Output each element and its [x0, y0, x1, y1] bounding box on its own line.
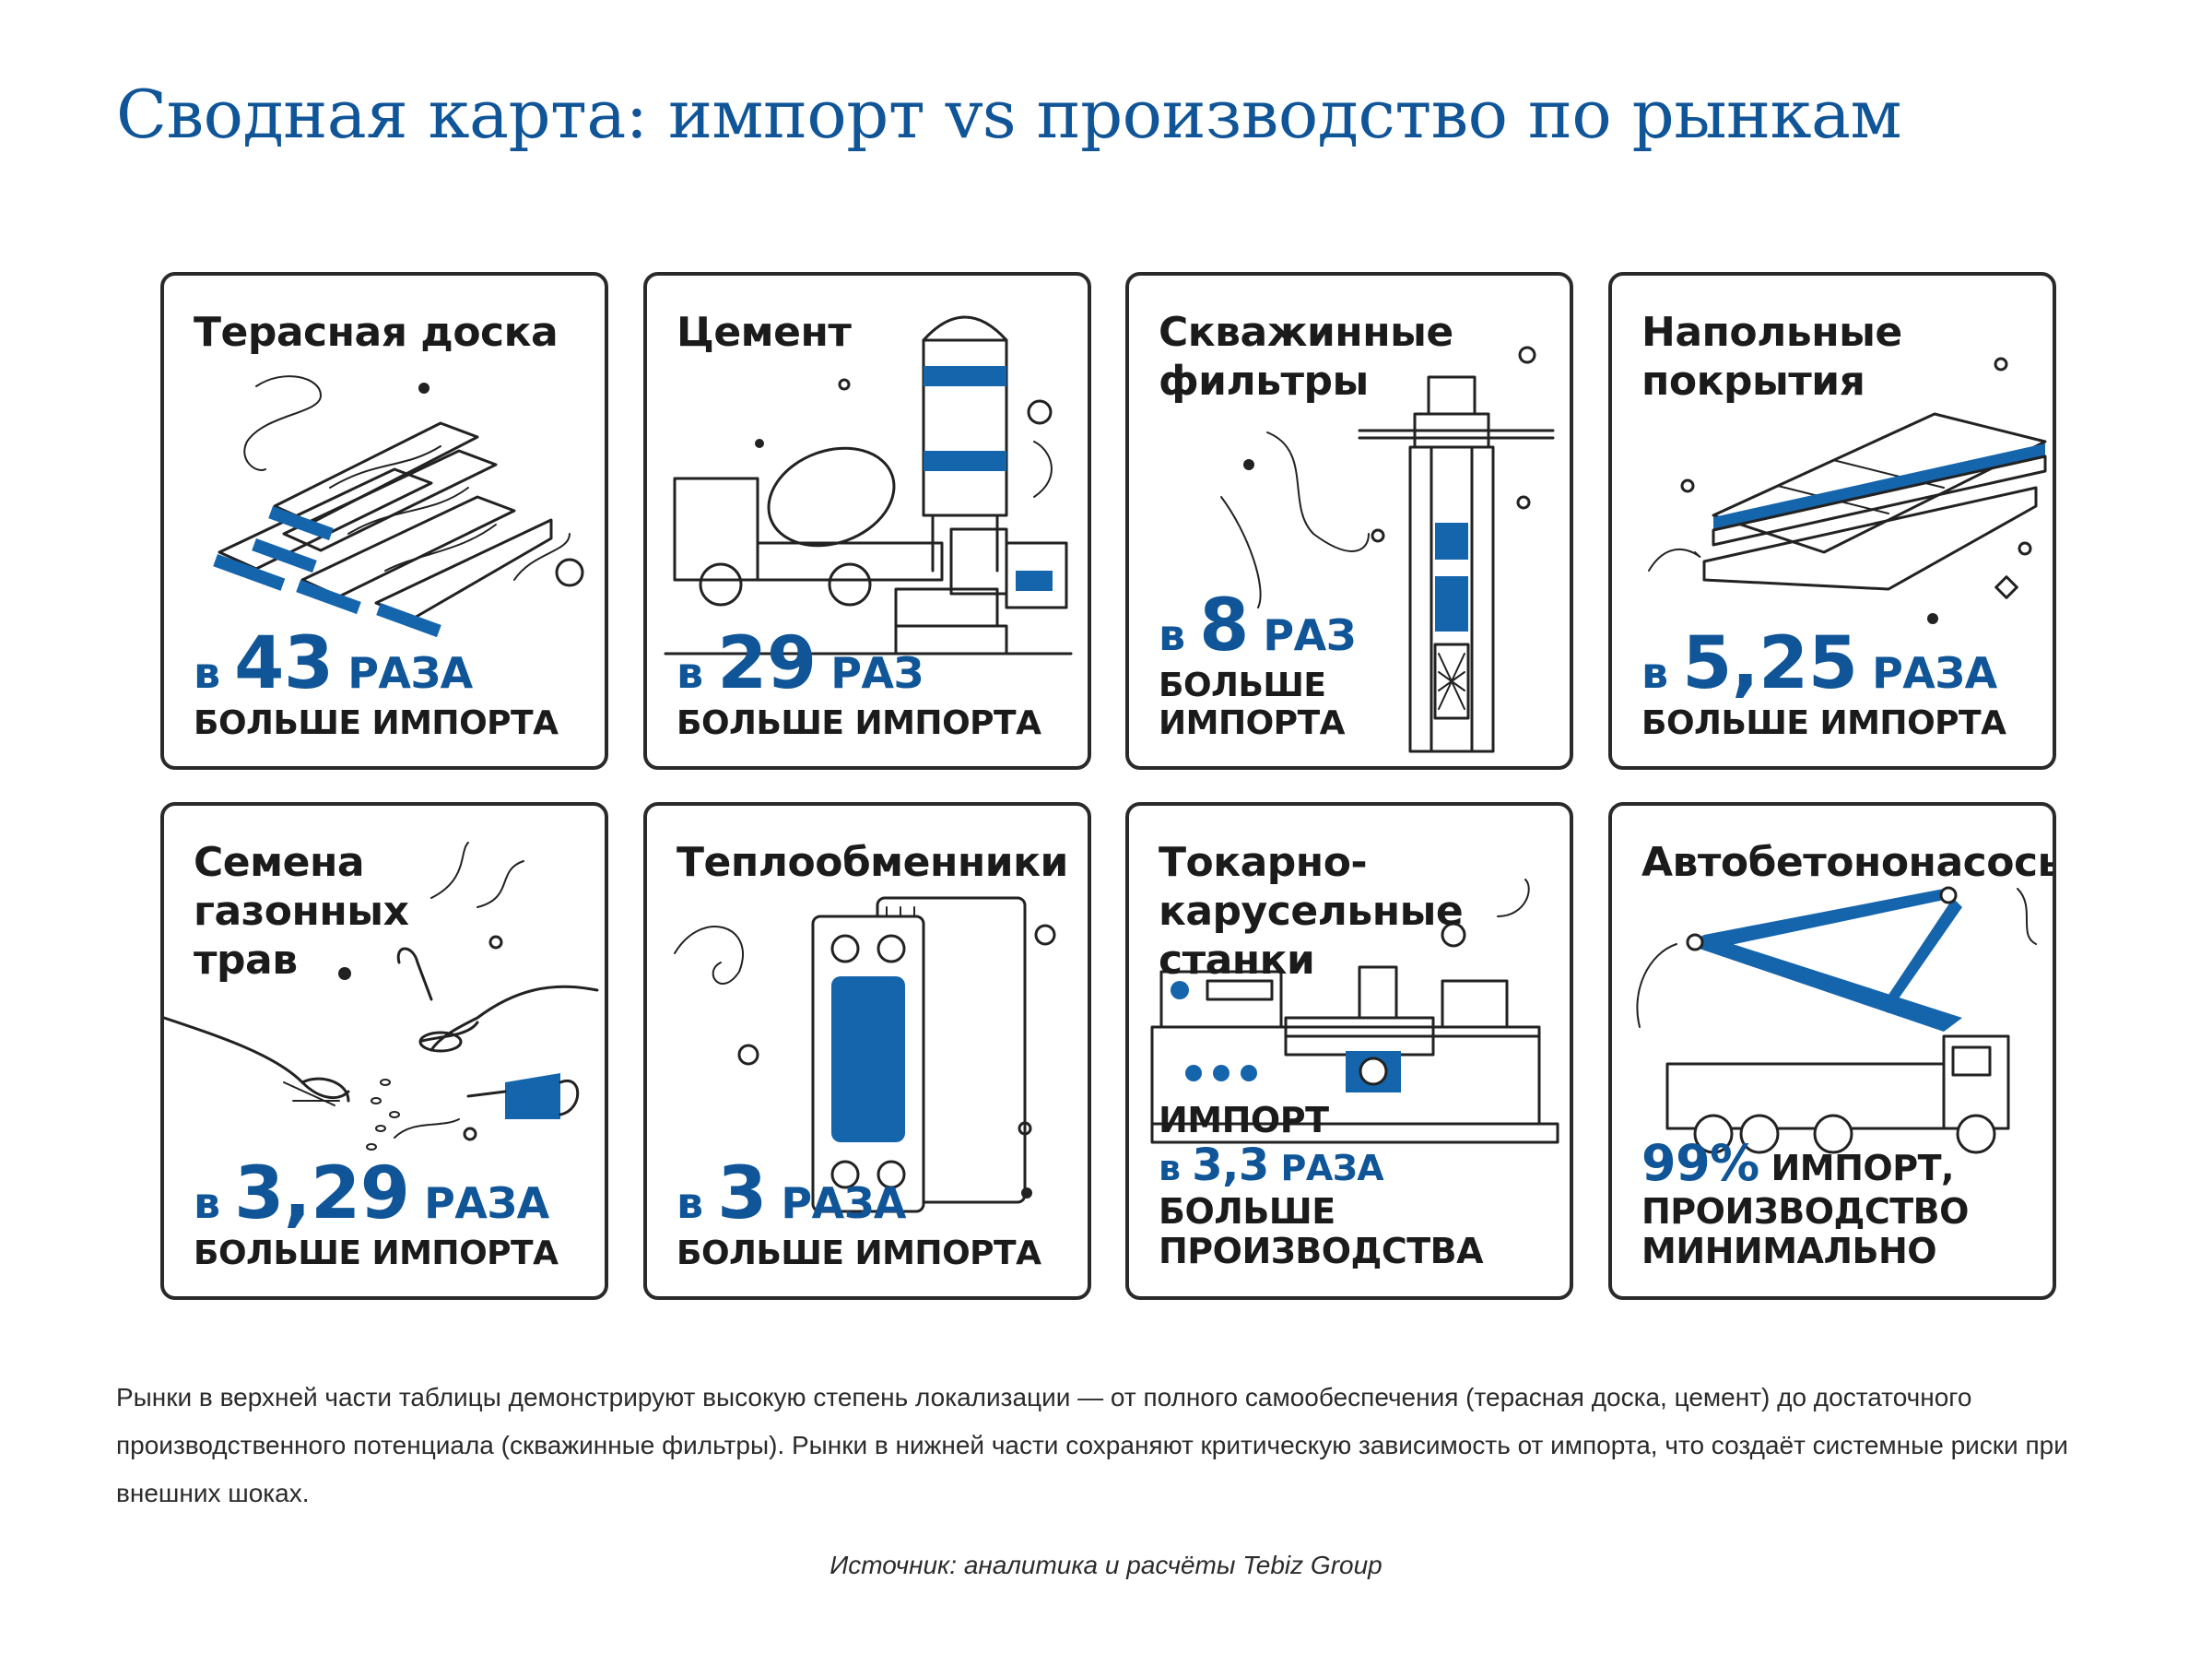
card-stat: в 3 РАЗА БОЛЬШЕ ИМПОРТА	[677, 1151, 1041, 1272]
card-stat: в 29 РАЗ БОЛЬШЕ ИМПОРТА	[677, 621, 1041, 742]
card-well-filters: Скважинные фильтры в 8 РАЗ БОЛЬШЕ ИМПОРТ…	[1125, 272, 1573, 770]
page-title: Сводная карта: импорт vs производство по…	[116, 76, 1901, 153]
description: Рынки в верхней части таблицы демонстрир…	[116, 1383, 2068, 1507]
boards-icon	[213, 375, 584, 638]
card-stat: в 5,25 РАЗА БОЛЬШЕ ИМПОРТА	[1641, 621, 2006, 742]
card-title: Семена газонных трав	[194, 839, 409, 984]
seeds-hands-icon	[164, 842, 599, 1151]
card-stat: в 8 РАЗ БОЛЬШЕ ИМПОРТА	[1159, 585, 1356, 742]
source-note: Источник: аналитика и расчёты Tebiz Grou…	[830, 1551, 1382, 1579]
lathe-icon	[1150, 879, 1559, 1144]
card-title: Напольные покрытия	[1641, 309, 1902, 405]
card-stat: в 3,29 РАЗА БОЛЬШЕ ИМПОРТА	[194, 1151, 559, 1272]
card-title: Теплообменники	[677, 839, 1068, 886]
card-flooring: Напольные покрытия в 5,25 РАЗА БОЛЬШЕ ИМ…	[1608, 272, 2056, 770]
card-cement: Цемент в 29 РАЗ БОЛЬШЕ ИМПОРТА	[643, 272, 1091, 770]
card-heat-exchangers: Теплообменники в 3 РАЗА БОЛЬШЕ ИМПОРТА	[643, 802, 1091, 1300]
card-title: Автобетононасосы	[1641, 839, 2056, 886]
card-title: Скважинные фильтры	[1159, 309, 1453, 405]
card-title: Терасная доска	[194, 309, 559, 356]
flooring-icon	[1648, 357, 2047, 624]
card-title: Токарно-карусельные станки	[1159, 839, 1464, 984]
well-filter-icon	[1220, 346, 1555, 753]
card-concrete-pumps: Автобетононасосы 99% ИМПОРТ, ПРОИЗВОДСТВ…	[1608, 802, 2056, 1300]
heat-exchanger-icon	[674, 896, 1056, 1213]
concrete-pump-icon	[1636, 886, 2037, 1154]
card-lawn-seeds: Семена газонных трав в 3,29 РАЗА БОЛЬШЕ …	[160, 802, 608, 1300]
card-stat: 99% ИМПОРТ, ПРОИЗВОДСТВО МИНИМАЛЬНО	[1641, 1133, 1969, 1272]
card-stat: в 43 РАЗА БОЛЬШЕ ИМПОРТА	[194, 621, 559, 742]
cement-truck-icon	[664, 315, 1073, 655]
card-lathes: Токарно-карусельные станки ИМПОРТ в 3,3 …	[1125, 802, 1573, 1300]
card-terrace-boards: Терасная доска в 43 РАЗА БОЛЬШЕ ИМПОРТА	[160, 272, 608, 770]
card-stat: ИМПОРТ в 3,3 РАЗА БОЛЬШЕ ПРОИЗВОДСТВА	[1159, 1099, 1484, 1272]
card-title: Цемент	[677, 309, 852, 356]
